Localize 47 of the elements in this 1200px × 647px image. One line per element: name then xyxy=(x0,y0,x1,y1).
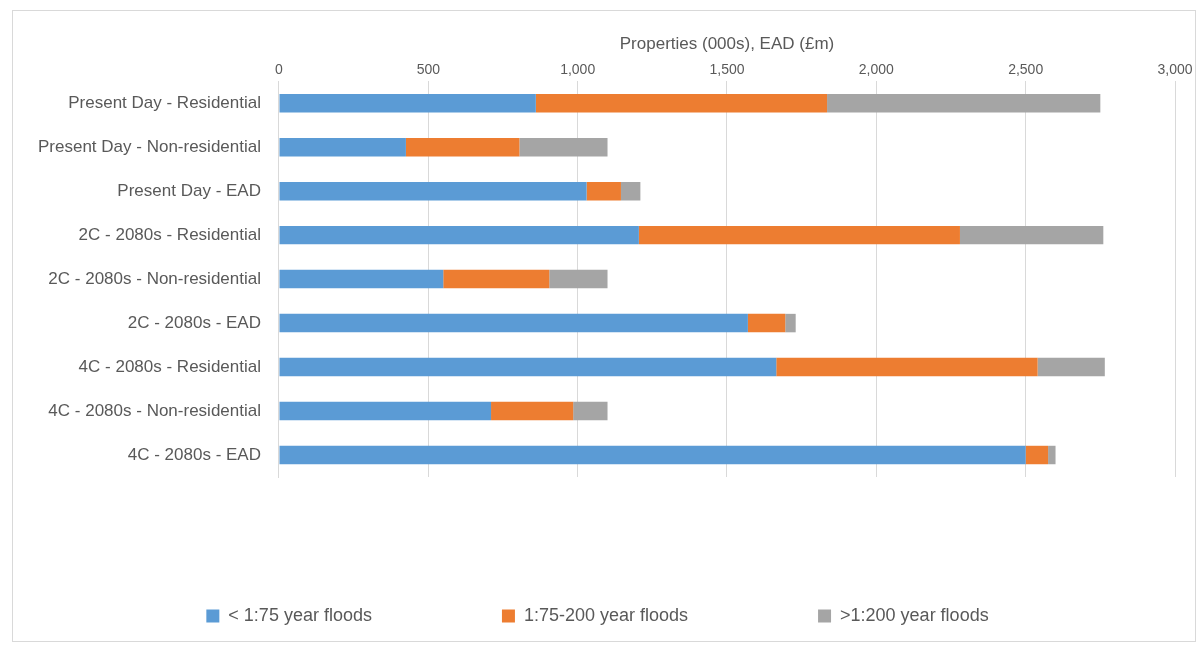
bar xyxy=(279,313,748,333)
bar xyxy=(638,225,960,245)
bar xyxy=(620,181,641,201)
bar xyxy=(279,357,777,377)
x-tick-label: 3,000 xyxy=(1157,60,1193,77)
y-tick-label: 4C - 2080s - EAD xyxy=(127,444,261,464)
y-tick-label: 2C - 2080s - Non-residential xyxy=(48,268,261,288)
legend-label: 1:75-200 year floods xyxy=(523,604,689,625)
bar xyxy=(279,445,1026,465)
bar xyxy=(443,269,550,289)
y-tick-label: Present Day - Residential xyxy=(68,92,261,112)
bar xyxy=(1025,445,1049,465)
bar xyxy=(279,225,639,245)
bar xyxy=(959,225,1104,245)
bar xyxy=(519,137,608,157)
x-tick-label: 1,000 xyxy=(560,60,596,77)
bar xyxy=(747,313,786,333)
bar xyxy=(279,137,406,157)
x-tick-label: 2,000 xyxy=(858,60,895,77)
x-tick-label: 500 xyxy=(416,60,441,77)
bar xyxy=(279,93,536,113)
bar xyxy=(785,313,796,333)
legend-label: >1:200 year floods xyxy=(840,604,989,625)
x-tick-label: 2,500 xyxy=(1008,60,1044,77)
bar xyxy=(1048,445,1056,465)
bar xyxy=(573,401,608,421)
bar xyxy=(776,357,1038,377)
bar xyxy=(827,93,1101,113)
bar xyxy=(405,137,520,157)
x-axis-title: Properties (000s), EAD (£m) xyxy=(619,33,835,53)
bar xyxy=(279,181,587,201)
x-tick-label: 0 xyxy=(275,60,284,77)
bar xyxy=(279,269,444,289)
y-tick-label: Present Day - EAD xyxy=(117,180,261,200)
bar xyxy=(279,401,492,421)
legend-label: < 1:75 year floods xyxy=(228,604,372,625)
x-tick-label: 1,500 xyxy=(709,60,745,77)
y-tick-label: 4C - 2080s - Residential xyxy=(78,356,261,376)
bar xyxy=(535,93,828,113)
bar xyxy=(491,401,574,421)
bar xyxy=(549,269,608,289)
y-tick-label: 4C - 2080s - Non-residential xyxy=(48,400,261,420)
y-tick-label: Present Day - Non-residential xyxy=(38,136,261,156)
y-tick-label: 2C - 2080s - Residential xyxy=(78,224,261,244)
bar xyxy=(1037,357,1105,377)
y-tick-label: 2C - 2080s - EAD xyxy=(127,312,261,332)
bar xyxy=(586,181,621,201)
